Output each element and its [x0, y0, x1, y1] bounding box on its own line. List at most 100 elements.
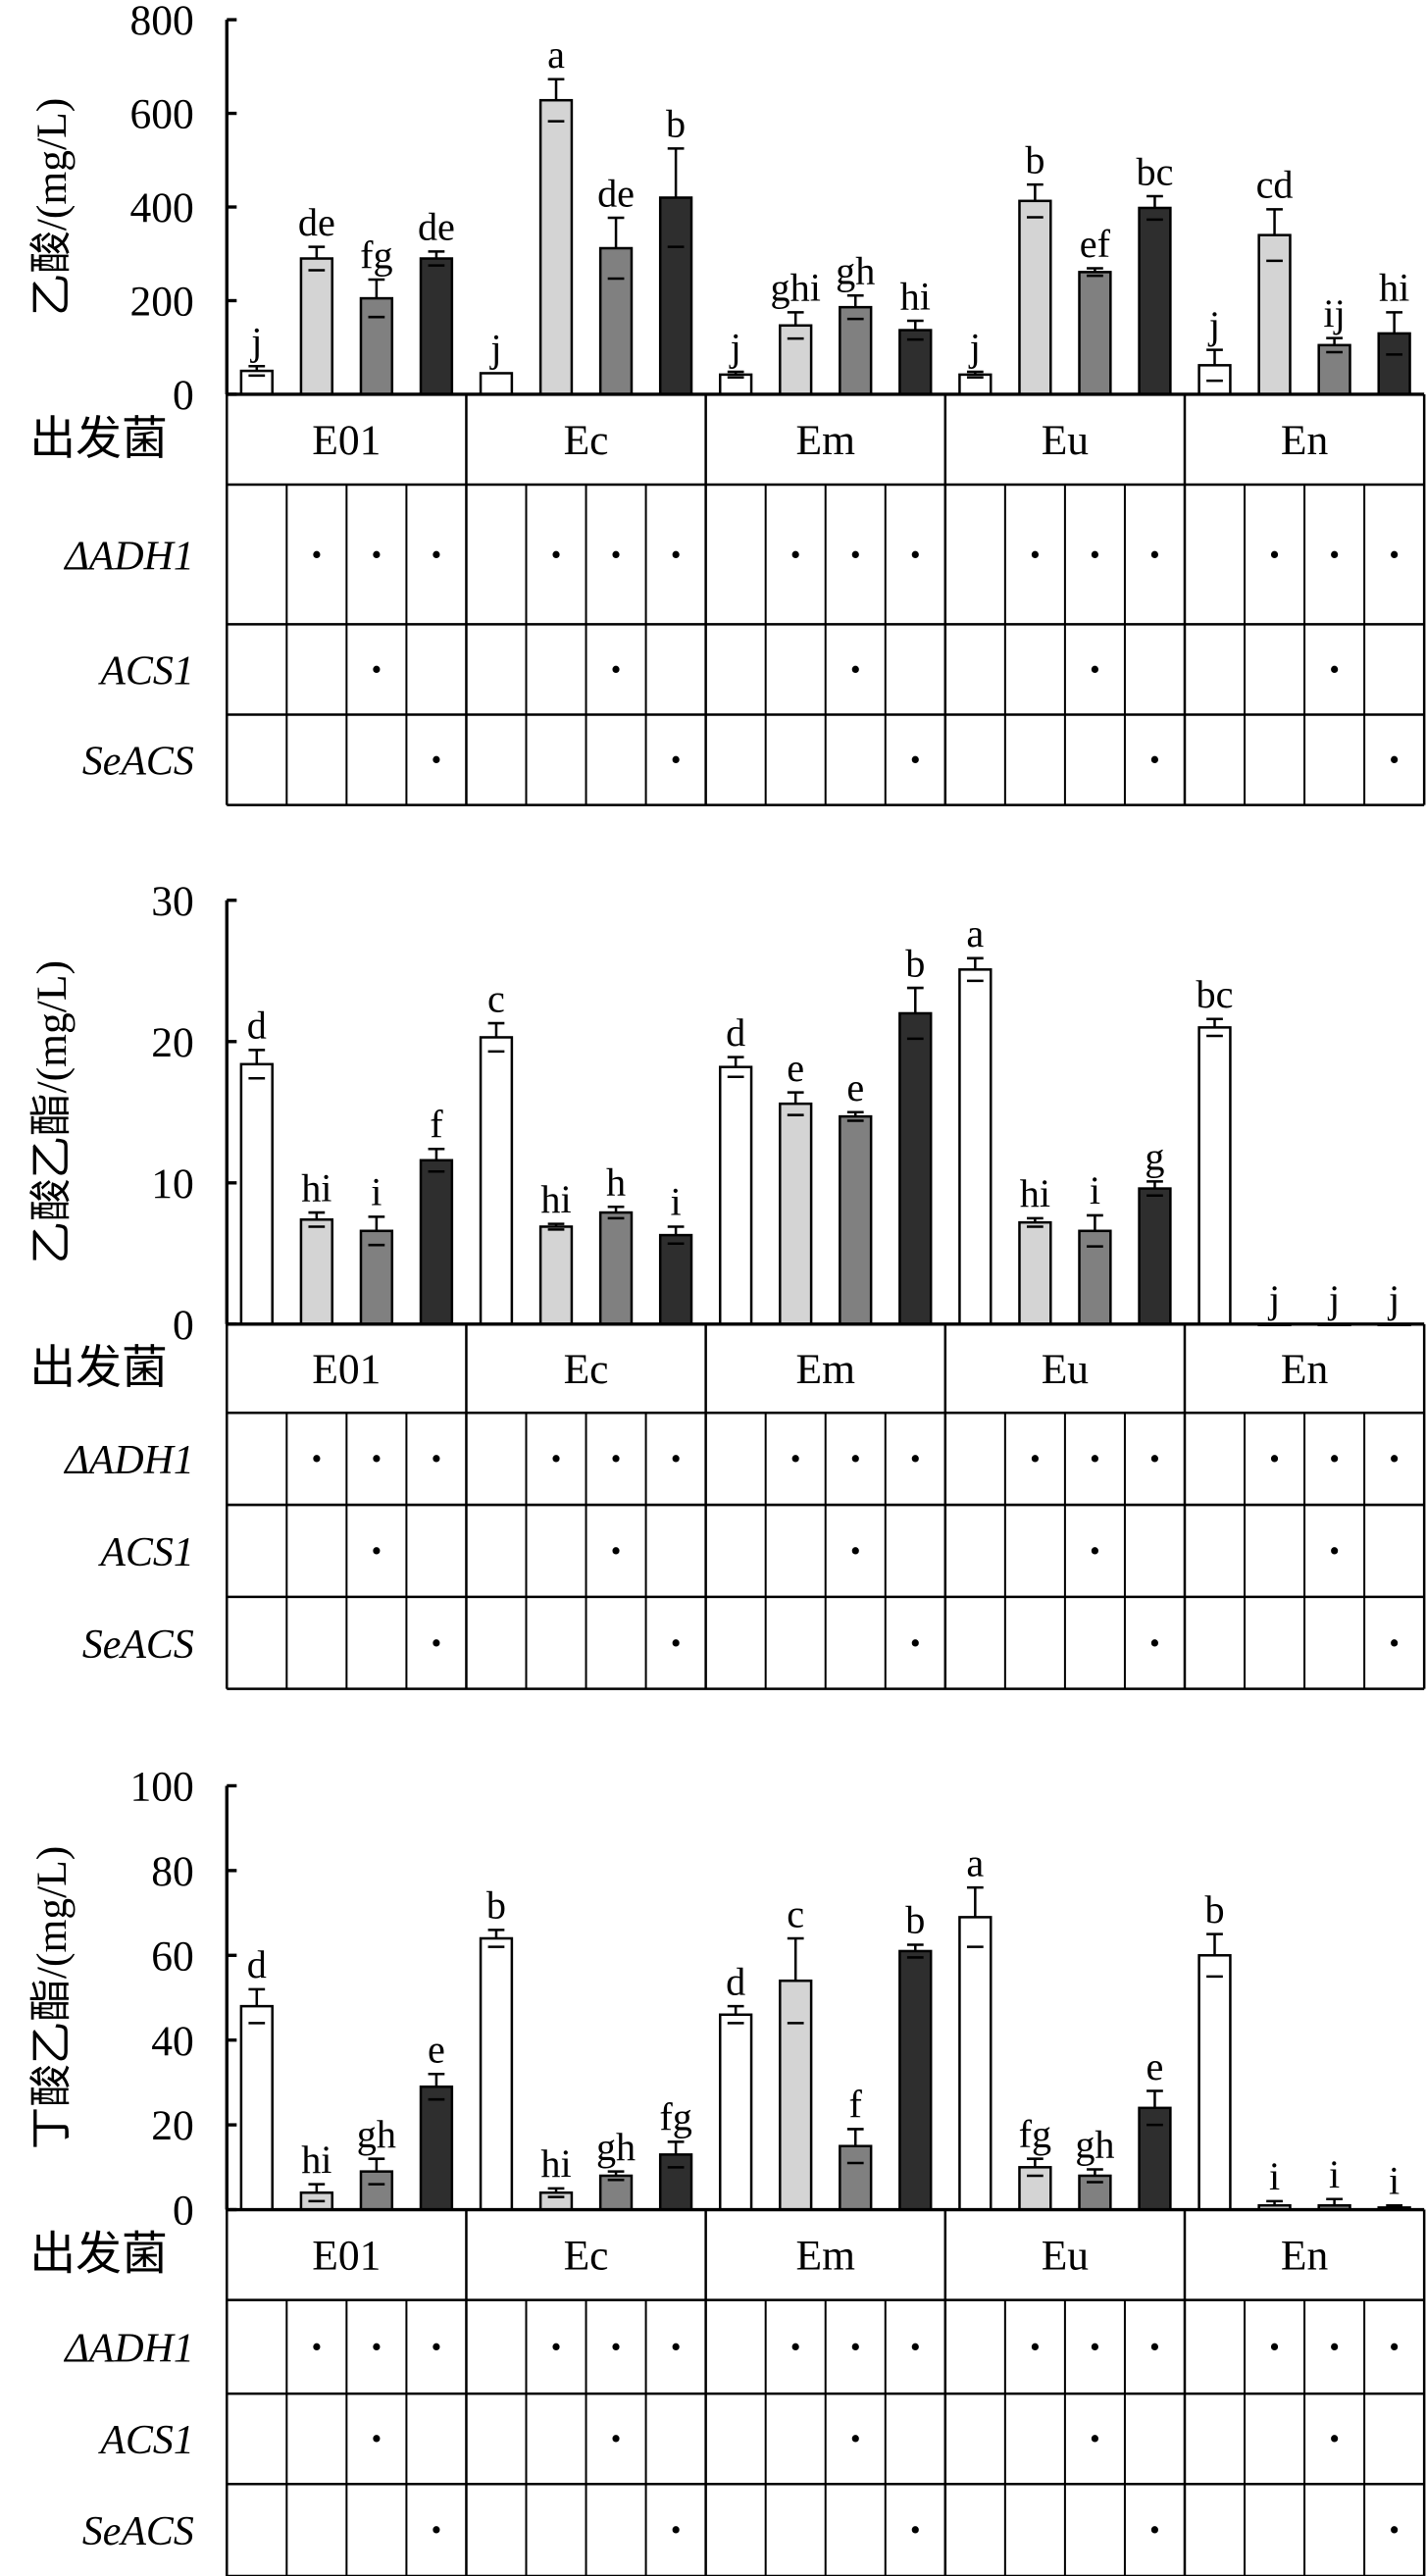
- row-label-adh1: ΔADH1: [63, 1438, 194, 1483]
- marker-dot-seacs: •: [671, 2513, 682, 2547]
- significance-letter: f: [430, 1103, 443, 1147]
- bar-En-4: [1377, 332, 1411, 396]
- strain-label-Em: Em: [795, 2233, 855, 2280]
- marker-dot-adh1: •: [611, 1442, 622, 1475]
- significance-letter: e: [428, 2028, 445, 2072]
- marker-dot-acs1: •: [372, 653, 382, 687]
- row-label-seacs: SeACS: [82, 1623, 194, 1668]
- marker-dot-adh1: •: [372, 538, 382, 571]
- significance-letter: g: [1145, 1135, 1164, 1179]
- marker-dot-seacs: •: [671, 1626, 682, 1660]
- row-label-strain: 出发菌: [29, 414, 168, 465]
- strain-label-E01: E01: [312, 417, 381, 464]
- bar-Ec-2: [538, 98, 574, 396]
- significance-letter: bc: [1136, 149, 1173, 193]
- marker-dot-seacs: •: [910, 1626, 921, 1660]
- row-label-acs1: ACS1: [97, 2418, 193, 2463]
- bar-Em-1: [718, 1065, 753, 1326]
- marker-dot-adh1: •: [372, 2330, 382, 2363]
- significance-letter: fg: [659, 2095, 691, 2139]
- significance-letter: a: [966, 911, 984, 955]
- marker-dot-adh1: •: [1329, 538, 1340, 571]
- y-tick-label: 30: [151, 878, 194, 925]
- significance-letter: a: [966, 1840, 984, 1884]
- marker-dot-adh1: •: [1389, 538, 1400, 571]
- marker-dot-adh1: •: [1389, 2330, 1400, 2363]
- significance-letter: e: [787, 1046, 804, 1090]
- bar-Ec-3: [598, 246, 634, 396]
- significance-letter: d: [726, 1010, 745, 1055]
- bar-E01-1: [239, 1062, 274, 1326]
- row-label-adh1: ΔADH1: [63, 2326, 194, 2371]
- marker-dot-acs1: •: [850, 653, 861, 687]
- significance-letter: de: [597, 171, 635, 215]
- marker-dot-adh1: •: [1329, 1442, 1340, 1475]
- y-tick-label: 10: [151, 1160, 194, 1208]
- bar-Em-2: [779, 324, 813, 396]
- y-tick-label: 0: [173, 2188, 194, 2235]
- significance-letter: b: [486, 1883, 506, 1928]
- significance-letter: j: [249, 320, 262, 364]
- significance-letter: gh: [596, 2125, 636, 2169]
- marker-dot-adh1: •: [790, 1442, 801, 1475]
- bar-En-3: [1317, 343, 1351, 396]
- marker-dot-seacs: •: [1149, 1626, 1160, 1660]
- marker-dot-adh1: •: [1030, 1442, 1041, 1475]
- bar-Ec-2: [538, 2190, 574, 2211]
- marker-dot-adh1: •: [1149, 538, 1160, 571]
- marker-dot-acs1: •: [850, 1534, 861, 1568]
- bar-Eu-3: [1078, 271, 1112, 396]
- marker-dot-acs1: •: [372, 2422, 382, 2455]
- significance-letter: fg: [360, 232, 392, 277]
- significance-letter: hi: [1020, 1171, 1050, 1215]
- strain-label-Eu: Eu: [1042, 2233, 1090, 2280]
- bar-Eu-4: [1138, 1187, 1172, 1326]
- bar-Em-4: [898, 1011, 933, 1326]
- significance-letter: d: [726, 1959, 745, 2003]
- significance-letter: b: [1025, 137, 1044, 181]
- marker-dot-adh1: •: [551, 2330, 562, 2363]
- significance-letter: gh: [357, 2112, 396, 2156]
- marker-dot-adh1: •: [1269, 538, 1280, 571]
- significance-letter: b: [666, 102, 686, 146]
- marker-dot-adh1: •: [551, 1442, 562, 1475]
- bar-E01-2: [299, 257, 334, 396]
- significance-letter: i: [1329, 2152, 1340, 2196]
- strain-label-E01: E01: [312, 1346, 381, 1393]
- marker-dot-seacs: •: [1389, 2513, 1400, 2547]
- significance-letter: ef: [1080, 222, 1111, 266]
- marker-dot-adh1: •: [910, 1442, 921, 1475]
- significance-letter: e: [846, 1065, 864, 1109]
- marker-dot-adh1: •: [910, 538, 921, 571]
- bar-E01-4: [419, 257, 454, 396]
- marker-dot-acs1: •: [1090, 2422, 1100, 2455]
- significance-letter: j: [1267, 1277, 1280, 1321]
- marker-dot-adh1: •: [611, 2330, 622, 2363]
- marker-dot-seacs: •: [432, 744, 442, 777]
- marker-dot-adh1: •: [1389, 1442, 1400, 1475]
- marker-dot-adh1: •: [1269, 2330, 1280, 2363]
- significance-letter: j: [1387, 1277, 1400, 1321]
- significance-letter: ghi: [771, 266, 821, 310]
- bar-Eu-1: [958, 968, 993, 1326]
- bar-Eu-3: [1078, 2174, 1112, 2211]
- y-axis-title: 丁酸乙酯/(mg/L): [28, 1846, 76, 2150]
- marker-dot-adh1: •: [312, 2330, 323, 2363]
- strain-label-Ec: Ec: [564, 417, 609, 464]
- marker-dot-adh1: •: [312, 1442, 323, 1475]
- marker-dot-adh1: •: [671, 1442, 682, 1475]
- bar-Eu-4: [1138, 206, 1172, 396]
- row-label-acs1: ACS1: [97, 1530, 193, 1575]
- significance-letter: gh: [1075, 2123, 1114, 2167]
- significance-letter: j: [729, 325, 741, 369]
- significance-letter: hi: [900, 274, 931, 318]
- marker-dot-adh1: •: [1149, 1442, 1160, 1475]
- strain-label-E01: E01: [312, 2233, 381, 2280]
- significance-letter: i: [1090, 1168, 1100, 1212]
- significance-letter: hi: [301, 2138, 331, 2182]
- significance-letter: hi: [301, 1165, 331, 1210]
- marker-dot-adh1: •: [850, 2330, 861, 2363]
